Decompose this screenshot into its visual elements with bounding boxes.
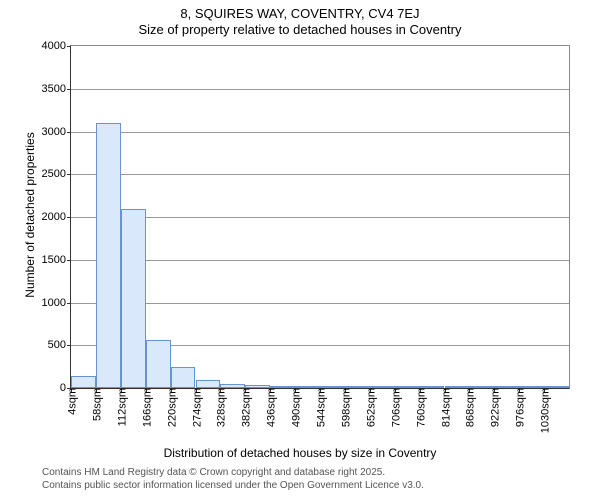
- histogram-bar: [146, 340, 171, 388]
- gridline: [71, 174, 569, 175]
- y-tick-label: 500: [48, 339, 71, 351]
- x-tick-label: 652sqm: [362, 388, 377, 427]
- histogram-bar: [96, 123, 121, 388]
- y-tick-label: 3000: [42, 126, 71, 138]
- histogram-bar: [71, 376, 96, 388]
- x-tick-label: 220sqm: [163, 388, 178, 427]
- histogram-bar: [121, 209, 146, 388]
- x-tick-label: 4sqm: [64, 388, 79, 415]
- chart-supertitle: 8, SQUIRES WAY, COVENTRY, CV4 7EJ: [0, 6, 600, 21]
- y-tick-label: 4000: [42, 40, 71, 52]
- histogram-bar: [171, 367, 196, 388]
- x-tick-label: 598sqm: [337, 388, 352, 427]
- gridline: [71, 260, 569, 261]
- x-tick-label: 274sqm: [188, 388, 203, 427]
- x-tick-label: 436sqm: [263, 388, 278, 427]
- x-tick-label: 868sqm: [462, 388, 477, 427]
- gridline: [71, 303, 569, 304]
- y-axis-label: Number of detached properties: [23, 115, 37, 315]
- x-tick-label: 112sqm: [113, 388, 128, 426]
- x-tick-label: 814sqm: [437, 388, 452, 427]
- gridline: [71, 217, 569, 218]
- footer-line-1: Contains HM Land Registry data © Crown c…: [42, 466, 424, 479]
- y-tick-label: 3500: [42, 83, 71, 95]
- x-tick-label: 382sqm: [238, 388, 253, 427]
- x-tick-label: 976sqm: [512, 388, 527, 427]
- y-tick-label: 2000: [42, 211, 71, 223]
- x-tick-label: 58sqm: [88, 388, 103, 421]
- y-tick-label: 1000: [42, 297, 71, 309]
- histogram-bar: [196, 380, 221, 388]
- x-axis-label: Distribution of detached houses by size …: [0, 446, 600, 460]
- x-tick-label: 490sqm: [288, 388, 303, 427]
- attribution-footer: Contains HM Land Registry data © Crown c…: [42, 466, 424, 492]
- footer-line-2: Contains public sector information licen…: [42, 479, 424, 492]
- x-tick-label: 544sqm: [313, 388, 328, 427]
- x-tick-label: 328sqm: [213, 388, 228, 427]
- x-tick-label: 166sqm: [138, 388, 153, 427]
- x-tick-label: 1030sqm: [537, 388, 552, 433]
- gridline: [71, 132, 569, 133]
- x-tick-label: 922sqm: [487, 388, 502, 427]
- gridline: [71, 89, 569, 90]
- chart-plot-area: 050010001500200025003000350040004sqm58sq…: [70, 45, 570, 389]
- x-tick-label: 706sqm: [387, 388, 402, 427]
- y-tick-label: 1500: [42, 254, 71, 266]
- x-tick-label: 760sqm: [412, 388, 427, 427]
- y-tick-label: 2500: [42, 168, 71, 180]
- chart-title: Size of property relative to detached ho…: [0, 22, 600, 37]
